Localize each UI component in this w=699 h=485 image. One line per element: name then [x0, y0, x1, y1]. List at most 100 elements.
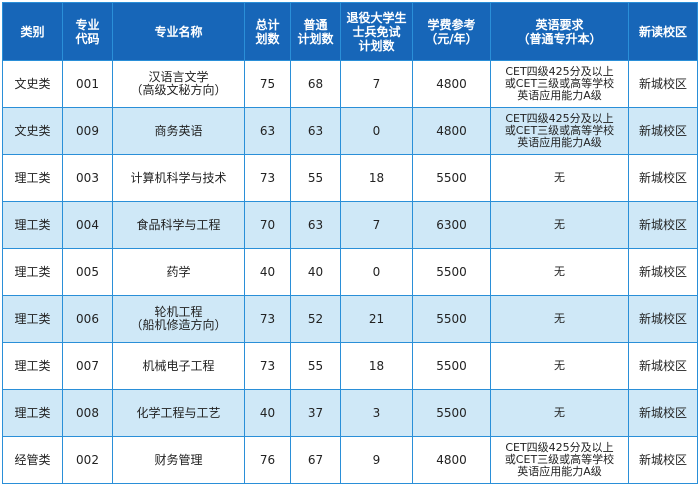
table-cell: 新城校区	[628, 295, 698, 343]
table-cell: 63	[244, 107, 291, 155]
table-cell: 40	[244, 248, 291, 296]
table-cell: 006	[62, 295, 113, 343]
table-cell: 机械电子工程	[112, 342, 245, 390]
table-cell: 63	[290, 201, 341, 249]
table-cell: 75	[244, 60, 291, 108]
table-cell: 4800	[412, 60, 491, 108]
table-cell: 008	[62, 389, 113, 437]
table-cell: 63	[290, 107, 341, 155]
table-cell: 新城校区	[628, 107, 698, 155]
table-cell: 新城校区	[628, 60, 698, 108]
table-cell: 新城校区	[628, 248, 698, 296]
table-cell: 5500	[412, 248, 491, 296]
table-cell: 商务英语	[112, 107, 245, 155]
table-row: 理工类 004 食品科学与工程 70 63 7 6300 无新城校区	[2, 201, 698, 249]
table-cell: 理工类	[2, 295, 63, 343]
table-cell: 73	[244, 295, 291, 343]
table-row: 理工类 003 计算机科学与技术 73 55 18 5500 无新城校区	[2, 154, 698, 202]
table-cell: 52	[290, 295, 341, 343]
table-row: 文史类 001 汉语言文学 （高级文秘方向） 75 68 7 4800 CET四级425分及以…	[2, 60, 698, 108]
table-cell: 40	[290, 248, 341, 296]
table-cell: 001	[62, 60, 113, 108]
table-cell: 新城校区	[628, 342, 698, 390]
header-cell: 专业 代码	[62, 2, 113, 61]
table-cell: 新城校区	[628, 201, 698, 249]
table-cell: 文史类	[2, 107, 63, 155]
table-row: 文史类 009 商务英语 63 63 0 4800 CET四级425分及以上 或CET三级或高…	[2, 107, 698, 155]
table-cell: 009	[62, 107, 113, 155]
table-cell: 无	[490, 295, 629, 343]
header-cell: 普通 计划数	[290, 2, 341, 61]
header-cell: 类别	[2, 2, 63, 61]
table-cell: 理工类	[2, 342, 63, 390]
table-cell: 计算机科学与技术	[112, 154, 245, 202]
table-cell: 73	[244, 154, 291, 202]
table-cell: 005	[62, 248, 113, 296]
table-cell: 无	[490, 201, 629, 249]
table-cell: CET四级425分及以上 或CET三级或高等学校 英语应用能力A级	[490, 60, 629, 108]
table-cell: 化学工程与工艺	[112, 389, 245, 437]
table-cell: 5500	[412, 295, 491, 343]
header-cell: 学费参考 （元/年）	[412, 2, 491, 61]
table-cell: 4800	[412, 436, 491, 484]
table-cell: 40	[244, 389, 291, 437]
table-cell: 21	[340, 295, 413, 343]
table-cell: 55	[290, 342, 341, 390]
table-cell: 药学	[112, 248, 245, 296]
table-cell: 76	[244, 436, 291, 484]
table-cell: 理工类	[2, 389, 63, 437]
table-cell: 无	[490, 248, 629, 296]
table-row: 理工类 007 机械电子工程 73 55 18 5500 无新城校区	[2, 342, 698, 390]
table-cell: 4800	[412, 107, 491, 155]
table-cell: 7	[340, 60, 413, 108]
table-cell: 新城校区	[628, 154, 698, 202]
table-cell: 新城校区	[628, 436, 698, 484]
header-cell: 专业名称	[112, 2, 245, 61]
header-row: 类别 专业 代码 专业名称 总计 划数 普通 计划数 退役大学生 士兵免试 计划数 学费参考…	[2, 2, 698, 61]
table-cell: 9	[340, 436, 413, 484]
table-cell: 18	[340, 154, 413, 202]
table-cell: 73	[244, 342, 291, 390]
header-cell: 退役大学生 士兵免试 计划数	[340, 2, 413, 61]
table-cell: CET四级425分及以上 或CET三级或高等学校 英语应用能力A级	[490, 107, 629, 155]
header-cell: 英语要求 （普通专升本）	[490, 2, 629, 61]
table-cell: 食品科学与工程	[112, 201, 245, 249]
table-cell: 无	[490, 342, 629, 390]
table-cell: 理工类	[2, 248, 63, 296]
table-cell: 3	[340, 389, 413, 437]
table-cell: 7	[340, 201, 413, 249]
table-cell: 5500	[412, 154, 491, 202]
table-cell: 70	[244, 201, 291, 249]
table-cell: 经管类	[2, 436, 63, 484]
table-cell: 理工类	[2, 154, 63, 202]
table-body: 文史类 001 汉语言文学 （高级文秘方向） 75 68 7 4800 CET四级425分及以…	[2, 60, 698, 484]
table-cell: 003	[62, 154, 113, 202]
table-row: 理工类 006 轮机工程 （船机修造方向） 73 52 21 5500 无新城校区	[2, 295, 698, 343]
table-cell: 无	[490, 389, 629, 437]
header-cell: 新读校区	[628, 2, 698, 61]
table-cell: 5500	[412, 389, 491, 437]
table-cell: 5500	[412, 342, 491, 390]
table-cell: 财务管理	[112, 436, 245, 484]
table-cell: 理工类	[2, 201, 63, 249]
table-cell: 6300	[412, 201, 491, 249]
table-row: 经管类 002 财务管理 76 67 9 4800 CET四级425分及以上 或CET三级或高…	[2, 436, 698, 484]
table-cell: 67	[290, 436, 341, 484]
table-cell: 007	[62, 342, 113, 390]
table-cell: CET四级425分及以上 或CET三级或高等学校 英语应用能力A级	[490, 436, 629, 484]
table-cell: 55	[290, 154, 341, 202]
table-cell: 文史类	[2, 60, 63, 108]
table-cell: 002	[62, 436, 113, 484]
table-cell: 004	[62, 201, 113, 249]
table-cell: 0	[340, 248, 413, 296]
table-cell: 18	[340, 342, 413, 390]
table-cell: 68	[290, 60, 341, 108]
table-cell: 37	[290, 389, 341, 437]
table-cell: 无	[490, 154, 629, 202]
table-cell: 汉语言文学 （高级文秘方向）	[112, 60, 245, 108]
header-cell: 总计 划数	[244, 2, 291, 61]
table-row: 理工类 005 药学 40 40 0 5500 无新城校区	[2, 248, 698, 296]
table-cell: 0	[340, 107, 413, 155]
